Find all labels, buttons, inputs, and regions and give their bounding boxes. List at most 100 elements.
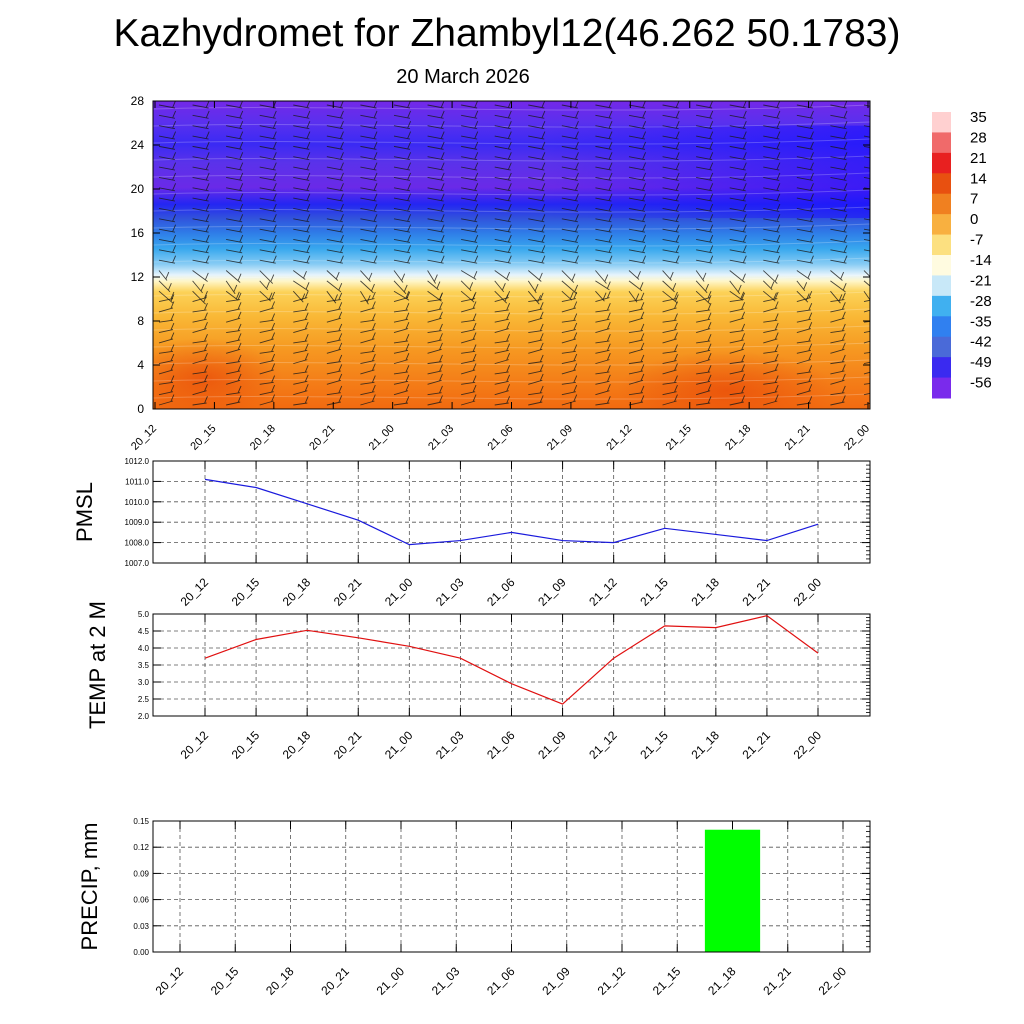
x-tick-label: 21_06 — [484, 964, 518, 998]
wind-barb — [192, 141, 210, 150]
wind-barb — [796, 141, 814, 150]
cross-section-panel: 0 4 8 12 16 20 24 28 20_12 20_15 20_18 20_21 21_00 21… — [129, 94, 872, 453]
wind-barb — [192, 183, 210, 192]
wind-barb — [192, 172, 210, 181]
x-tick-label: 21_21 — [760, 964, 794, 998]
wind-barb — [293, 374, 309, 385]
wind-barb — [326, 342, 343, 354]
wind-barb — [461, 353, 477, 365]
wind-barb — [427, 385, 443, 396]
colorbar-swatch — [932, 336, 951, 358]
wind-barb — [461, 110, 479, 119]
wind-barb — [830, 131, 848, 140]
colorbar-swatch — [932, 132, 951, 154]
wind-barb — [830, 311, 846, 323]
wind-barb — [830, 364, 846, 375]
wind-barb — [293, 101, 311, 109]
wind-barb — [192, 234, 210, 243]
wind-barb — [158, 290, 175, 304]
wind-barb — [729, 385, 746, 396]
wind-barb — [796, 121, 814, 130]
wind-barb — [796, 334, 813, 344]
wind-barb — [528, 193, 546, 202]
wind-barb — [729, 183, 747, 192]
wind-barb — [393, 110, 412, 119]
wind-barb — [528, 110, 546, 119]
wind-barb — [461, 172, 479, 181]
wind-barb — [863, 156, 870, 159]
wind-barb — [561, 101, 579, 109]
wind-barb — [326, 245, 344, 254]
wind-barb — [494, 343, 511, 354]
wind-barb — [360, 214, 378, 223]
wind-barb — [830, 121, 848, 130]
x-tick-label: 21_00 — [382, 728, 416, 762]
wind-barb — [662, 255, 680, 264]
wind-barb — [561, 152, 579, 161]
wind-barb — [662, 322, 678, 334]
wind-barb — [259, 332, 276, 344]
wind-barb — [461, 322, 477, 334]
wind-barb — [628, 183, 647, 192]
wind-barb — [226, 395, 242, 406]
wind-barb — [192, 334, 208, 344]
wind-barb — [259, 291, 276, 302]
wind-barb — [259, 203, 277, 212]
wind-barb — [326, 162, 344, 171]
wind-barb — [461, 384, 477, 396]
wind-barb — [662, 344, 678, 354]
precip-bar — [704, 829, 761, 952]
wind-barb — [528, 203, 546, 212]
wind-barb — [796, 270, 812, 280]
wind-barb — [494, 322, 511, 334]
wind-barb — [662, 375, 678, 385]
wind-barb — [595, 152, 613, 161]
wind-barb — [158, 255, 177, 264]
wind-barb — [528, 152, 546, 161]
x-tick-label: 21_03 — [433, 575, 467, 609]
wind-barb — [662, 203, 680, 212]
wind-barb — [158, 131, 177, 140]
wind-barb — [360, 394, 376, 406]
wind-barb — [729, 131, 747, 140]
wind-barb — [192, 353, 208, 365]
wind-barb — [326, 364, 343, 375]
x-tick-label: 21_06 — [484, 575, 518, 609]
y-tick-label: 1007.0 — [125, 559, 150, 568]
wind-barb — [192, 280, 205, 294]
wind-barb — [192, 322, 208, 334]
colorbar-label: -35 — [970, 313, 992, 330]
wind-barb — [796, 303, 813, 313]
wind-barb — [360, 270, 373, 282]
wind-barb — [494, 224, 512, 233]
wind-barb — [729, 342, 746, 354]
x-tick-label: 21_09 — [545, 423, 575, 453]
wind-barb — [360, 162, 378, 171]
isotherm-contour — [153, 155, 870, 162]
wind-barb — [494, 374, 511, 385]
wind-barb — [729, 373, 746, 385]
wind-barb — [561, 110, 579, 119]
wind-barb — [427, 342, 443, 354]
wind-barb — [461, 313, 477, 323]
colorbar-label: -28 — [970, 293, 992, 310]
wind-barb — [326, 121, 344, 130]
wind-barb — [158, 363, 175, 375]
wind-barb — [158, 394, 175, 406]
wind-barb — [796, 245, 814, 254]
wind-barb — [226, 323, 242, 334]
isotherm-contour — [153, 240, 870, 247]
wind-barb — [427, 141, 445, 150]
wind-barb — [595, 374, 611, 385]
wind-barb — [461, 291, 477, 302]
wind-barb — [528, 302, 544, 313]
wind-barb — [628, 121, 647, 130]
wind-barb — [225, 280, 238, 295]
wind-barb — [293, 141, 311, 150]
wind-barb — [561, 131, 579, 140]
wind-barb — [393, 234, 412, 243]
wind-barb — [360, 344, 376, 354]
wind-barb — [360, 353, 376, 365]
wind-barb — [293, 334, 309, 344]
wind-barb — [326, 141, 344, 150]
